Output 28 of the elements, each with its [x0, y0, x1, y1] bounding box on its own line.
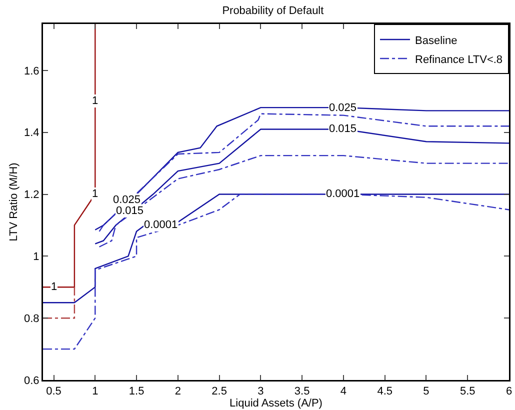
- x-tick-label: 4.5: [377, 386, 392, 398]
- y-tick-label: 1: [33, 251, 40, 264]
- x-tick-label: 1.5: [128, 386, 144, 398]
- x-tick-label: 2.5: [212, 386, 227, 398]
- x-tick-label: 4: [340, 386, 347, 398]
- x-axis-title: Liquid Assets (A/P): [230, 398, 322, 410]
- x-tick-label: 0.5: [46, 386, 62, 398]
- legend-label: Baseline: [415, 34, 458, 47]
- x-tick-label: 2: [174, 386, 181, 398]
- annotation: 1: [92, 95, 98, 107]
- y-tick-label: 0.6: [24, 374, 40, 387]
- y-tick-label: 1.4: [24, 127, 40, 140]
- y-tick-label: 1.2: [24, 189, 40, 202]
- annotation: 1: [51, 281, 58, 293]
- annotation: 0.025: [113, 194, 141, 206]
- x-tick-label: 6: [506, 386, 512, 398]
- x-tick-label: 3: [258, 386, 264, 398]
- x-tick-label: 5: [423, 386, 430, 398]
- x-tick-label: 5.5: [460, 386, 476, 398]
- x-tick-label: 3.5: [294, 386, 310, 398]
- y-tick-label: 1.6: [24, 65, 40, 78]
- annotation: 0.015: [116, 205, 144, 217]
- legend-label: Refinance LTV<.8: [415, 54, 503, 66]
- x-tick-label: 1: [92, 386, 98, 398]
- y-axis-title: LTV Ratio (M/H): [8, 162, 20, 242]
- y-tick-label: 0.8: [24, 312, 40, 325]
- annotation: 0.0001: [144, 219, 178, 231]
- chart-title: Probability of Default: [222, 4, 324, 17]
